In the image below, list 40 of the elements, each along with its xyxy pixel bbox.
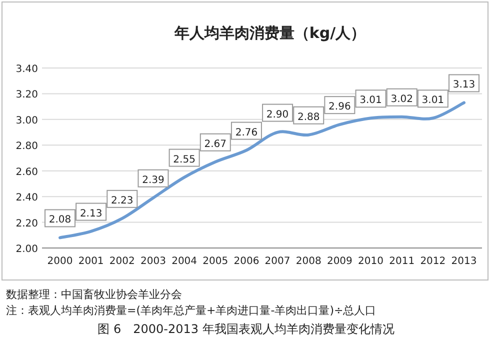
x-tick-label: 2013 bbox=[451, 256, 477, 267]
data-label: 2.39 bbox=[142, 174, 164, 186]
x-tick-label: 2004 bbox=[172, 256, 198, 267]
x-tick-label: 2010 bbox=[358, 256, 384, 267]
x-tick-label: 2012 bbox=[420, 256, 446, 267]
y-tick-label: 2.60 bbox=[16, 166, 38, 178]
text: 数据整理：中国畜牧业协会羊业分会 bbox=[6, 288, 182, 301]
chart-title: 年人均羊肉消费量（kg/人） bbox=[173, 24, 366, 42]
data-label: 3.13 bbox=[452, 80, 476, 91]
data-label: 2.08 bbox=[48, 214, 72, 226]
x-tick-label: 2009 bbox=[326, 256, 352, 267]
x-tick-label: 2007 bbox=[264, 256, 290, 267]
x-tick-label: 2001 bbox=[78, 256, 104, 267]
data-label: 2.23 bbox=[111, 195, 134, 206]
y-tick-label: 2.20 bbox=[16, 218, 38, 230]
y-tick-label: 3.00 bbox=[16, 115, 38, 126]
x-tick-label: 2000 bbox=[47, 256, 73, 267]
x-tick-label: 2011 bbox=[389, 256, 415, 267]
x-tick-label: 2002 bbox=[109, 256, 135, 267]
y-tick-label: 3.40 bbox=[16, 64, 38, 75]
y-tick-label: 2.80 bbox=[16, 141, 38, 152]
text: 注：表观人均羊肉消费量=(羊肉年总产量+羊肉进口量-羊肉出口量)÷总人口 bbox=[6, 304, 376, 317]
data-label: 2.55 bbox=[173, 154, 196, 166]
x-tick-label: 2005 bbox=[202, 256, 228, 267]
data-label: 2.90 bbox=[266, 109, 289, 120]
x-tick-label: 2008 bbox=[296, 256, 322, 267]
x-tick-label: 2003 bbox=[140, 256, 166, 267]
data-label: 3.01 bbox=[422, 95, 444, 106]
data-label: 2.88 bbox=[297, 112, 320, 123]
x-tick-label: 2006 bbox=[234, 256, 260, 267]
data-label: 3.01 bbox=[360, 95, 382, 106]
y-tick-label: 2.40 bbox=[16, 192, 38, 204]
y-tick-label: 2.00 bbox=[16, 244, 38, 255]
y-tick-label: 3.20 bbox=[16, 90, 38, 101]
data-label: 3.02 bbox=[390, 94, 413, 105]
data-label: 2.13 bbox=[80, 208, 102, 220]
data-label: 2.76 bbox=[235, 127, 258, 138]
data-label: 2.96 bbox=[328, 102, 351, 113]
data-label: 2.67 bbox=[204, 138, 227, 150]
caption: 图 6 2000-2013 年我国表观人均羊肉消费量变化情况 bbox=[98, 322, 394, 336]
